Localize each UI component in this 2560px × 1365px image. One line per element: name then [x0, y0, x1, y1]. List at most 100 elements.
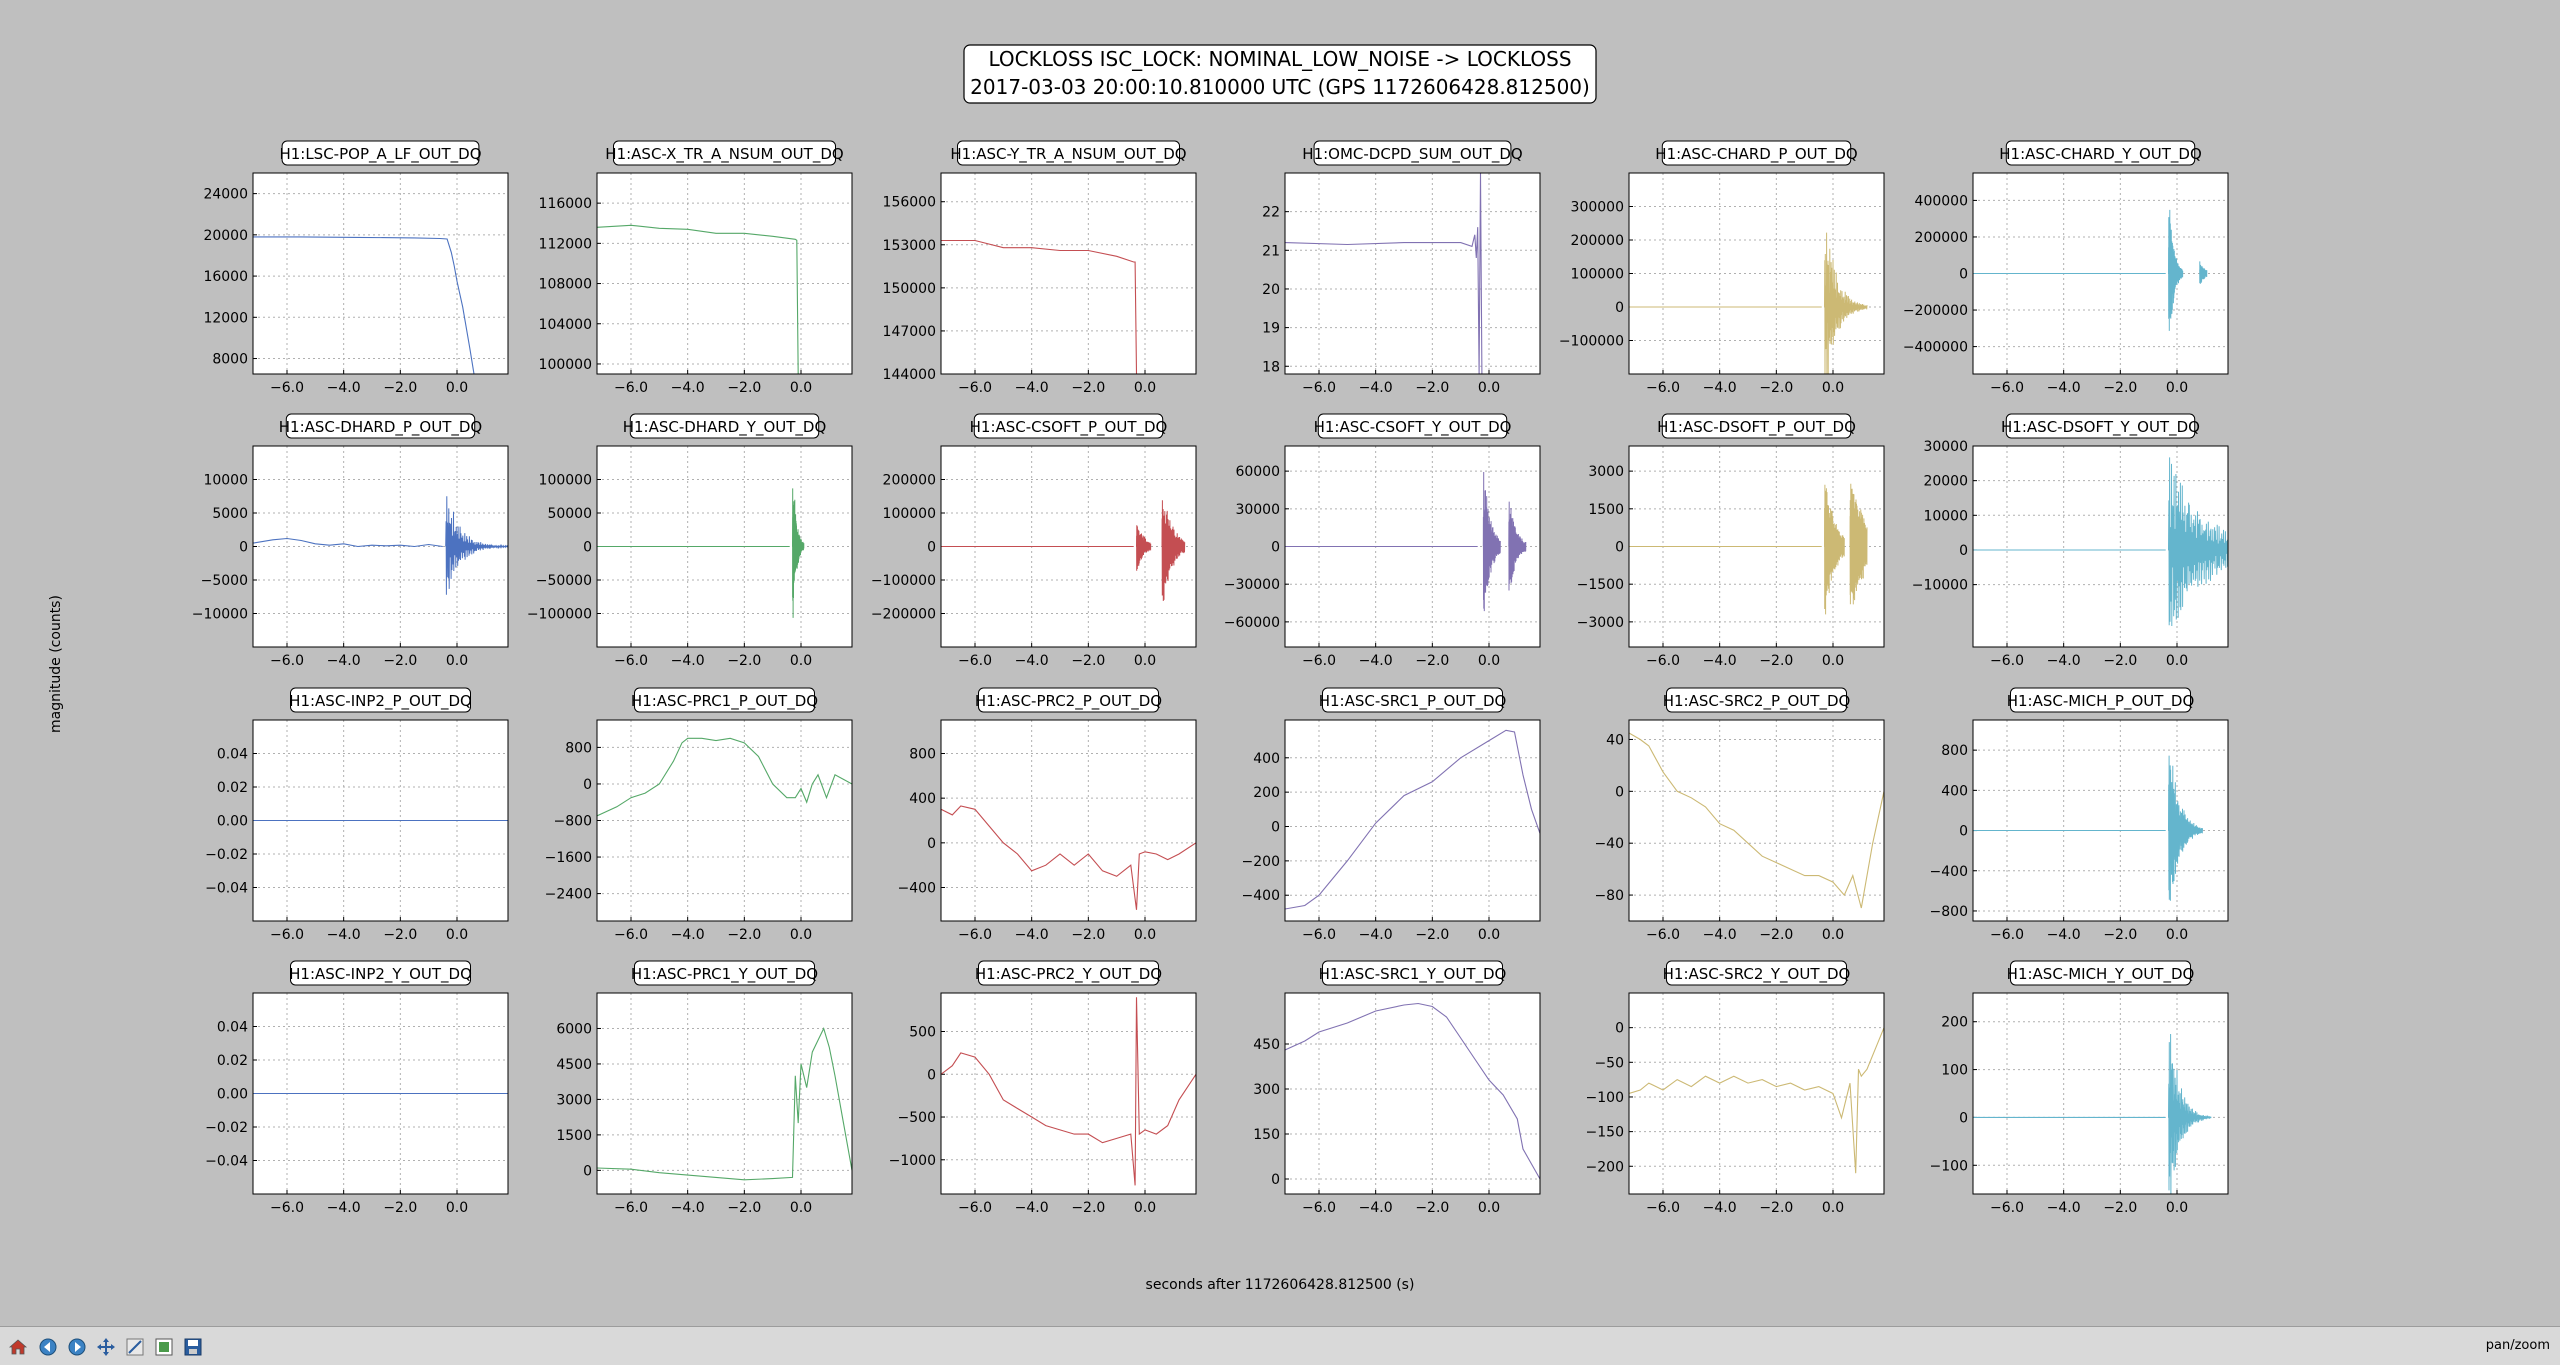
subplot: −6.0 −4.0 −2.0 0.0 0 1500 3000 4500 6000 H1:ASC-P… [556, 960, 853, 1216]
plot-area [597, 173, 852, 374]
x-tick-label: 0.0 [2166, 653, 2188, 669]
y-tick-label: 12000 [203, 310, 248, 326]
x-tick-label: 0.0 [446, 380, 468, 396]
plot-area [597, 993, 852, 1194]
x-tick-label: −2.0 [727, 927, 761, 943]
plot-area [1629, 173, 1884, 374]
y-tick-label: 100 [1941, 1063, 1968, 1079]
subplot-title: H1:ASC-SRC1_P_OUT_DQ [1319, 692, 1507, 711]
x-tick-label: −6.0 [1646, 380, 1680, 396]
y-tick-label: 400 [909, 791, 936, 807]
axes-frame [1284, 719, 1541, 922]
x-tick-label: 0.0 [790, 1200, 812, 1216]
subplot: −6.0 −4.0 −2.0 0.0 −2400 −1600 −800 0 800 H1:ASC-… [545, 687, 853, 943]
y-tick-label: 104000 [539, 317, 592, 333]
y-tick-label: 200 [1253, 785, 1280, 801]
subplot: −6.0 −4.0 −2.0 0.0 −1000 −500 0 500 H1:ASC-PRC2_… [889, 960, 1197, 1216]
subplot-title-box [634, 960, 815, 986]
series-transient [1824, 232, 1868, 374]
y-tick-label: 0 [1271, 820, 1280, 836]
x-tick-label: −2.0 [1759, 1200, 1793, 1216]
y-tick-label: 30000 [1235, 502, 1280, 518]
save-icon[interactable] [179, 1333, 207, 1361]
y-tick-label: −150 [1586, 1125, 1624, 1141]
y-tick-label: 22 [1262, 205, 1280, 221]
x-tick-label: −4.0 [1359, 1200, 1393, 1216]
y-tick-label: 800 [909, 747, 936, 763]
x-tick-label: −4.0 [2047, 1200, 2081, 1216]
subplot-title-box [290, 687, 471, 713]
figure-title-line2: 2017-03-03 20:00:10.810000 UTC (GPS 1172… [970, 75, 1590, 99]
axes-frame [596, 992, 853, 1195]
subplot-title: H1:ASC-Y_TR_A_NSUM_OUT_DQ [950, 145, 1186, 164]
x-tick-label: −6.0 [958, 380, 992, 396]
series-transient [1136, 525, 1152, 571]
y-tick-label: −0.02 [205, 1120, 248, 1136]
subplot: −6.0 −4.0 −2.0 0.0 −10000 −5000 0 5000 10000 H1:A… [192, 413, 509, 669]
subplot: −6.0 −4.0 −2.0 0.0 0 150 300 450 H1:ASC-SRC1_Y_O… [1253, 960, 1541, 1216]
x-tick-label: −4.0 [671, 1200, 705, 1216]
x-tick-label: 0.0 [1822, 653, 1844, 669]
y-tick-label: −200 [1242, 854, 1280, 870]
y-tick-label: 20 [1262, 282, 1280, 298]
axes-frame [940, 719, 1197, 922]
x-tick-label: 0.0 [1478, 1200, 1500, 1216]
x-tick-label: 0.0 [790, 927, 812, 943]
series-line [597, 1026, 852, 1181]
home-icon[interactable] [4, 1333, 32, 1361]
y-tick-label: 100000 [539, 357, 592, 373]
y-tick-label: 500 [909, 1024, 936, 1040]
y-tick-label: 0 [583, 540, 592, 556]
x-tick-label: −2.0 [383, 927, 417, 943]
series-transient [2168, 755, 2203, 901]
x-tick-label: −4.0 [1359, 380, 1393, 396]
axes-frame [1972, 992, 2229, 1195]
figure-ylabel: magnitude (counts) [48, 595, 64, 733]
subplot-title-box [285, 413, 476, 439]
x-tick-label: −4.0 [671, 927, 705, 943]
y-tick-label: 400 [1941, 783, 1968, 799]
forward-icon[interactable] [63, 1333, 91, 1361]
subplot: −6.0 −4.0 −2.0 0.0 −400 0 400 800 H1:ASC-PRC2_P_… [898, 687, 1197, 943]
y-tick-label: −800 [554, 814, 592, 830]
subplot-title: H1:OMC-DCPD_SUM_OUT_DQ [1302, 145, 1522, 164]
y-tick-label: −100000 [1559, 334, 1624, 350]
subplot-title-box [957, 140, 1180, 166]
x-tick-label: 0.0 [1822, 380, 1844, 396]
configure-icon[interactable] [150, 1333, 178, 1361]
x-tick-label: −2.0 [2103, 1200, 2137, 1216]
subplot-title: H1:ASC-DSOFT_Y_OUT_DQ [2001, 418, 2200, 437]
y-tick-label: 0 [1615, 300, 1624, 316]
subplot-title-box [2010, 687, 2191, 713]
y-tick-label: 20000 [203, 228, 248, 244]
series-transient [2168, 209, 2184, 331]
y-tick-label: 1500 [556, 1128, 592, 1144]
series-transient [1508, 501, 1527, 591]
y-tick-label: 150000 [883, 281, 936, 297]
subplot-title: H1:ASC-CSOFT_Y_OUT_DQ [1314, 418, 1512, 437]
series-transient [792, 488, 805, 618]
x-tick-label: −2.0 [383, 380, 417, 396]
subplot-title: H1:ASC-SRC1_Y_OUT_DQ [1319, 965, 1507, 984]
y-tick-label: 5000 [212, 506, 248, 522]
back-icon[interactable] [34, 1333, 62, 1361]
pan-icon[interactable] [92, 1333, 120, 1361]
axes-frame [1972, 445, 2229, 648]
y-tick-label: 450 [1253, 1037, 1280, 1053]
y-tick-label: −1000 [889, 1153, 936, 1169]
subplot-title-box [2010, 960, 2191, 986]
series-line [1285, 173, 1484, 374]
subplot-title: H1:LSC-POP_A_LF_OUT_DQ [279, 145, 481, 164]
subplot: −6.0 −4.0 −2.0 0.0 −60000 −30000 0 30000 60000 H1… [1224, 413, 1541, 669]
x-tick-label: 0.0 [790, 653, 812, 669]
plot-area [1629, 993, 1884, 1194]
subplot-grid: −6.0 −4.0 −2.0 0.0800012000160002000024000H… [192, 140, 2229, 1216]
zoom-icon[interactable] [121, 1333, 149, 1361]
subplot-title: H1:ASC-CHARD_Y_OUT_DQ [1999, 145, 2202, 164]
y-tick-label: −200 [1586, 1159, 1624, 1175]
subplot: −6.0 −4.0 −2.0 0.0 −10000 0 10000 20000 30000 H1:… [1912, 413, 2229, 669]
subplot-title-box [1322, 960, 1503, 986]
y-tick-label: 0.02 [217, 1053, 248, 1069]
y-tick-label: 0 [927, 1067, 936, 1083]
x-tick-label: −6.0 [1646, 1200, 1680, 1216]
